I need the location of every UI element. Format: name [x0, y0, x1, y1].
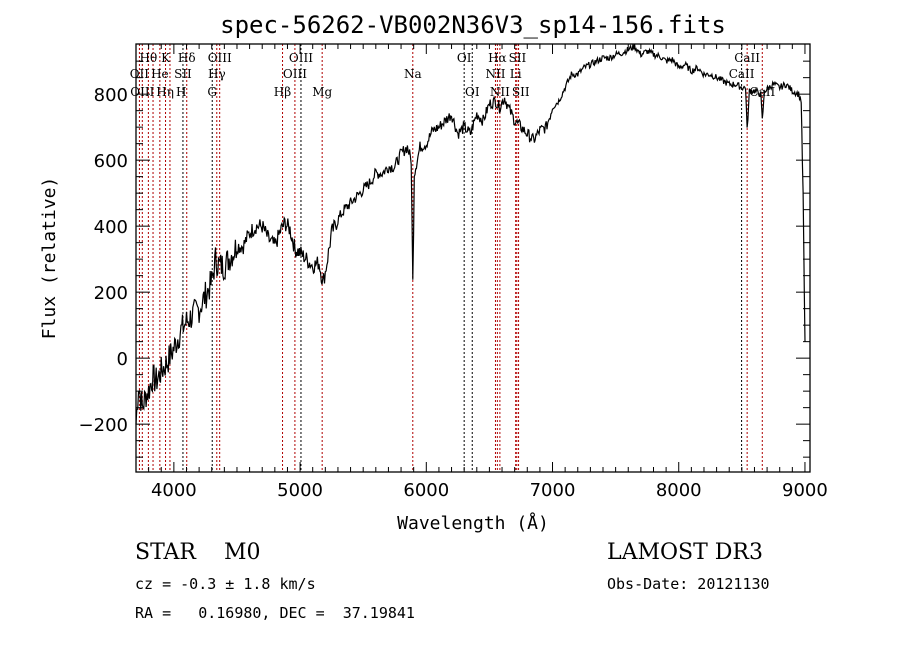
spectral-line-label: Hδ — [178, 51, 196, 65]
spectral-line-label: G — [207, 85, 217, 99]
spectral-line-label: He — [151, 67, 169, 81]
spectral-line-label: H — [176, 85, 186, 99]
y-tick-label: 0 — [117, 349, 128, 370]
spectral-line-label: Hθ — [140, 51, 158, 65]
spectral-line-label: Hγ — [208, 67, 226, 81]
object-class: STAR M0 — [135, 540, 261, 565]
spectral-line-label: SII — [509, 51, 527, 65]
spectrum-line — [135, 43, 806, 425]
y-tick-label: −200 — [79, 415, 128, 436]
x-tick-label: 6000 — [403, 480, 449, 501]
chart-title: spec-56262-VB002N36V3_sp14-156.fits — [220, 11, 726, 39]
spectral-line-label: SII — [512, 85, 530, 99]
survey-name: LAMOST DR3 — [607, 540, 763, 565]
spectral-line-label: OI — [457, 51, 472, 65]
spectral-line-label: NII — [486, 67, 506, 81]
spectral-line-label: OI — [465, 85, 480, 99]
spectral-line-label: Hα — [488, 51, 507, 65]
spectral-line-label: Mg — [312, 85, 332, 99]
spectral-line-label: Hβ — [274, 85, 291, 99]
x-tick-label: 4000 — [151, 480, 197, 501]
x-tick-label: 5000 — [277, 480, 323, 501]
redshift-cz: cz = -0.3 ± 1.8 km/s — [135, 575, 316, 593]
coordinates: RA = 0.16980, DEC = 37.19841 — [135, 604, 415, 622]
y-tick-label: 800 — [94, 85, 128, 106]
y-tick-label: 200 — [94, 283, 128, 304]
spectral-line-label: CaII — [734, 51, 760, 65]
y-tick-label: 600 — [94, 151, 128, 172]
y-tick-label: 400 — [94, 217, 128, 238]
spectral-line-label: Hη — [156, 85, 174, 99]
x-tick-label: 8000 — [656, 480, 702, 501]
spectral-line-label: SII — [174, 67, 192, 81]
spectral-line-label: OII — [130, 67, 150, 81]
spectral-line-label: OIII — [289, 51, 313, 65]
spectral-line-label: K — [161, 51, 171, 65]
spectral-line-label: CaII — [729, 67, 755, 81]
spectral-line-label: Li — [510, 67, 522, 81]
plot-frame — [135, 43, 811, 473]
spectral-line-label: OIII — [208, 51, 232, 65]
x-axis-label: Wavelength (Å) — [397, 512, 549, 534]
spectral-line-label: OIII — [283, 67, 307, 81]
y-axis-label: Flux (relative) — [39, 177, 60, 340]
spectral-line-label: OIII — [130, 85, 154, 99]
spectral-line-label: NII — [490, 85, 510, 99]
x-tick-label: 9000 — [782, 480, 828, 501]
x-tick-label: 7000 — [530, 480, 576, 501]
obs-date: Obs-Date: 20121130 — [607, 575, 770, 593]
spectral-line-label: Na — [404, 67, 422, 81]
